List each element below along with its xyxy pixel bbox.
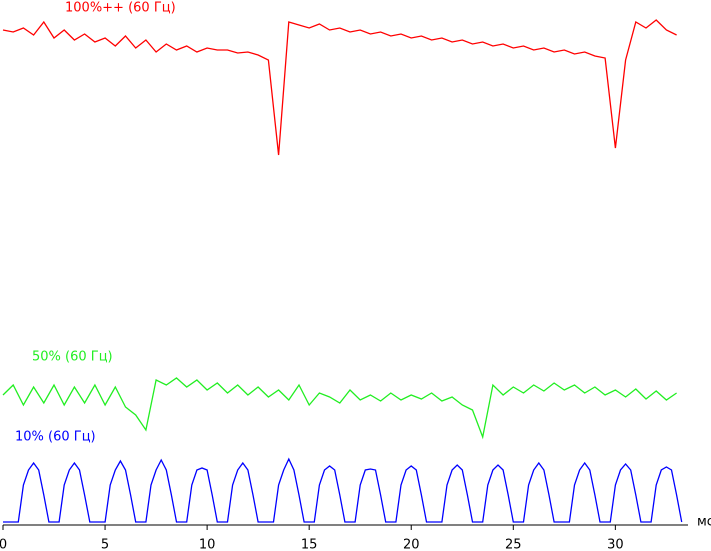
x-tick-label: 30 bbox=[607, 538, 624, 551]
x-tick-label: 25 bbox=[505, 538, 522, 551]
x-tick-label: 5 bbox=[101, 538, 109, 551]
trace bbox=[3, 457, 683, 523]
trace bbox=[2, 19, 677, 156]
series-label: 100%++ (60 Гц) bbox=[65, 1, 176, 16]
x-tick-label: 0 bbox=[0, 538, 7, 551]
x-tick-label: 20 bbox=[403, 538, 420, 551]
x-axis-unit: мс bbox=[697, 515, 711, 530]
x-tick-label: 10 bbox=[199, 538, 216, 551]
series-label: 50% (60 Гц) bbox=[32, 350, 113, 365]
trace bbox=[2, 377, 677, 440]
series-label: 10% (60 Гц) bbox=[15, 430, 96, 445]
x-tick-label: 15 bbox=[301, 538, 318, 551]
